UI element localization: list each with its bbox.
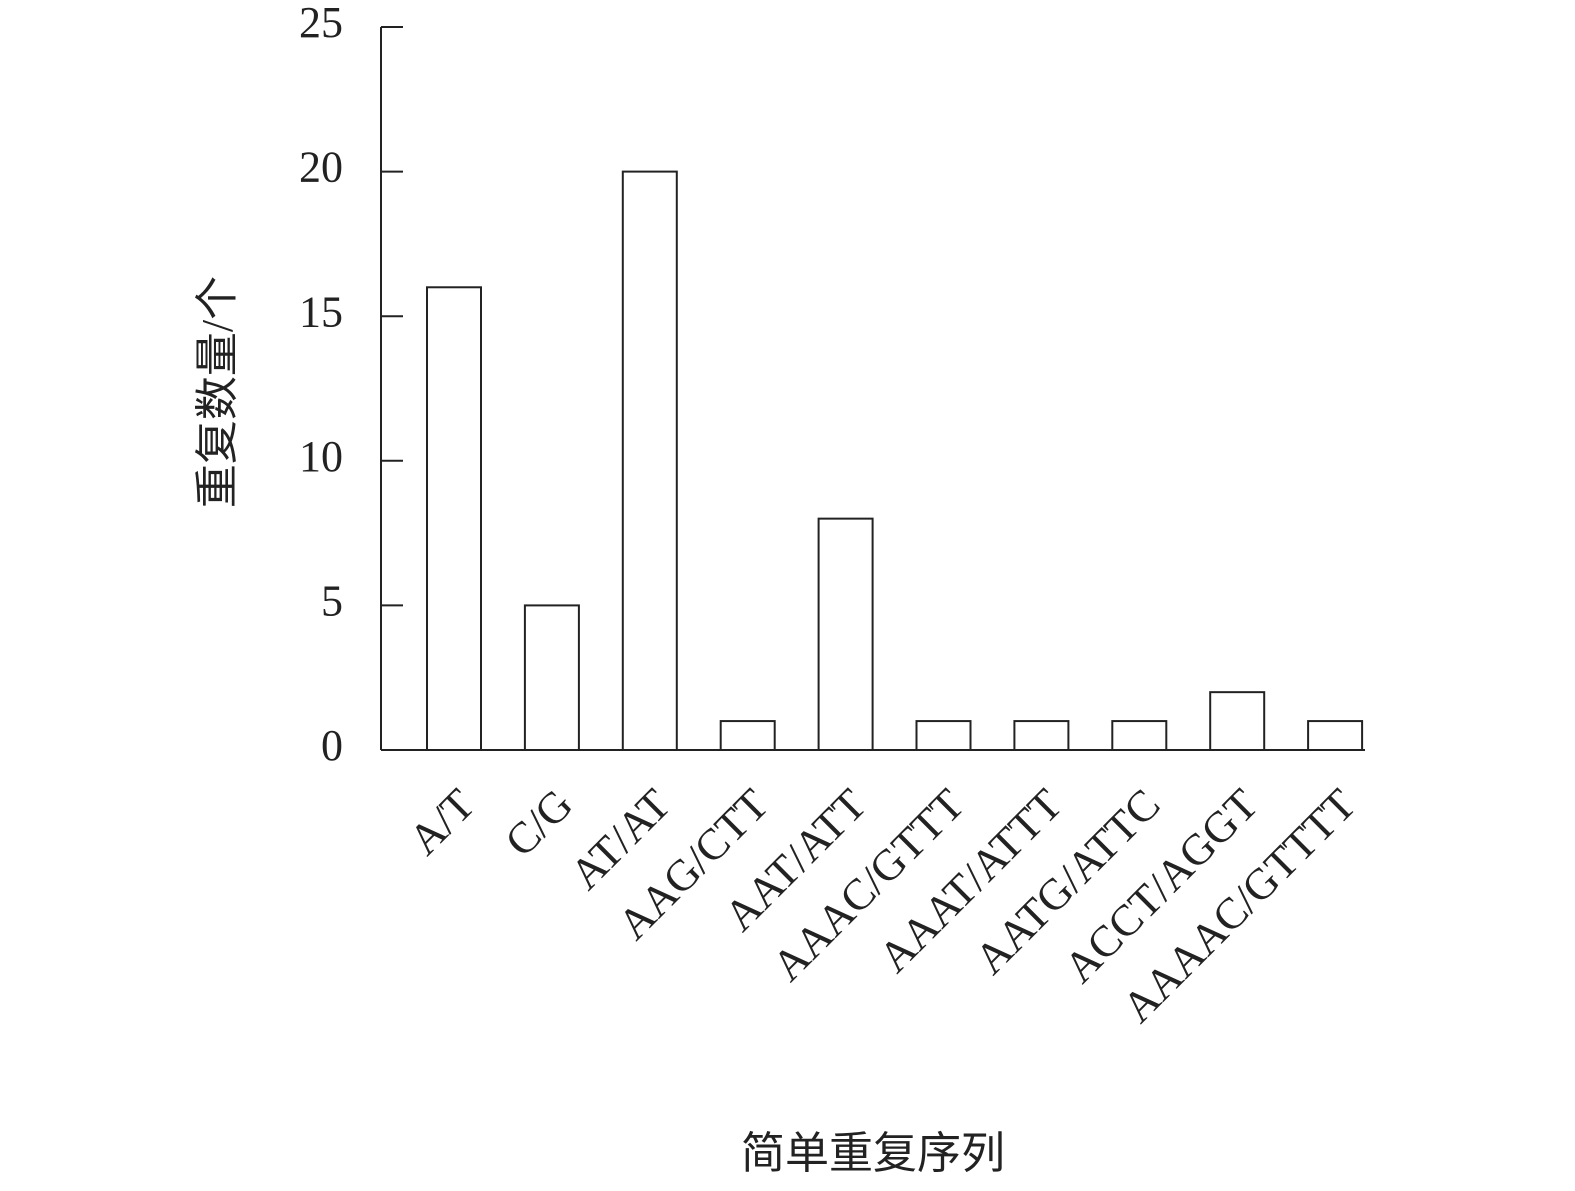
x-tick-label: C/G bbox=[496, 780, 583, 867]
bar bbox=[621, 170, 678, 752]
y-tick-label: 15 bbox=[299, 287, 343, 336]
bar bbox=[817, 517, 874, 752]
bar bbox=[1209, 691, 1266, 751]
bar bbox=[1307, 720, 1364, 752]
bar bbox=[523, 604, 580, 752]
bar bbox=[1111, 720, 1168, 752]
y-tick-label: 25 bbox=[299, 0, 343, 47]
x-axis-label: 简单重复序列 bbox=[741, 1129, 1005, 1178]
bar bbox=[1013, 720, 1070, 752]
y-tick-label: 5 bbox=[321, 576, 343, 625]
bar bbox=[719, 720, 776, 752]
y-axis-label: 重复数量/个 bbox=[193, 276, 242, 508]
x-tick-label: A/T bbox=[399, 779, 484, 864]
bar bbox=[426, 286, 482, 751]
y-tick-label: 10 bbox=[299, 432, 343, 481]
y-tick-label: 20 bbox=[299, 143, 343, 192]
y-tick-label: 0 bbox=[321, 721, 343, 770]
bar bbox=[915, 720, 972, 752]
